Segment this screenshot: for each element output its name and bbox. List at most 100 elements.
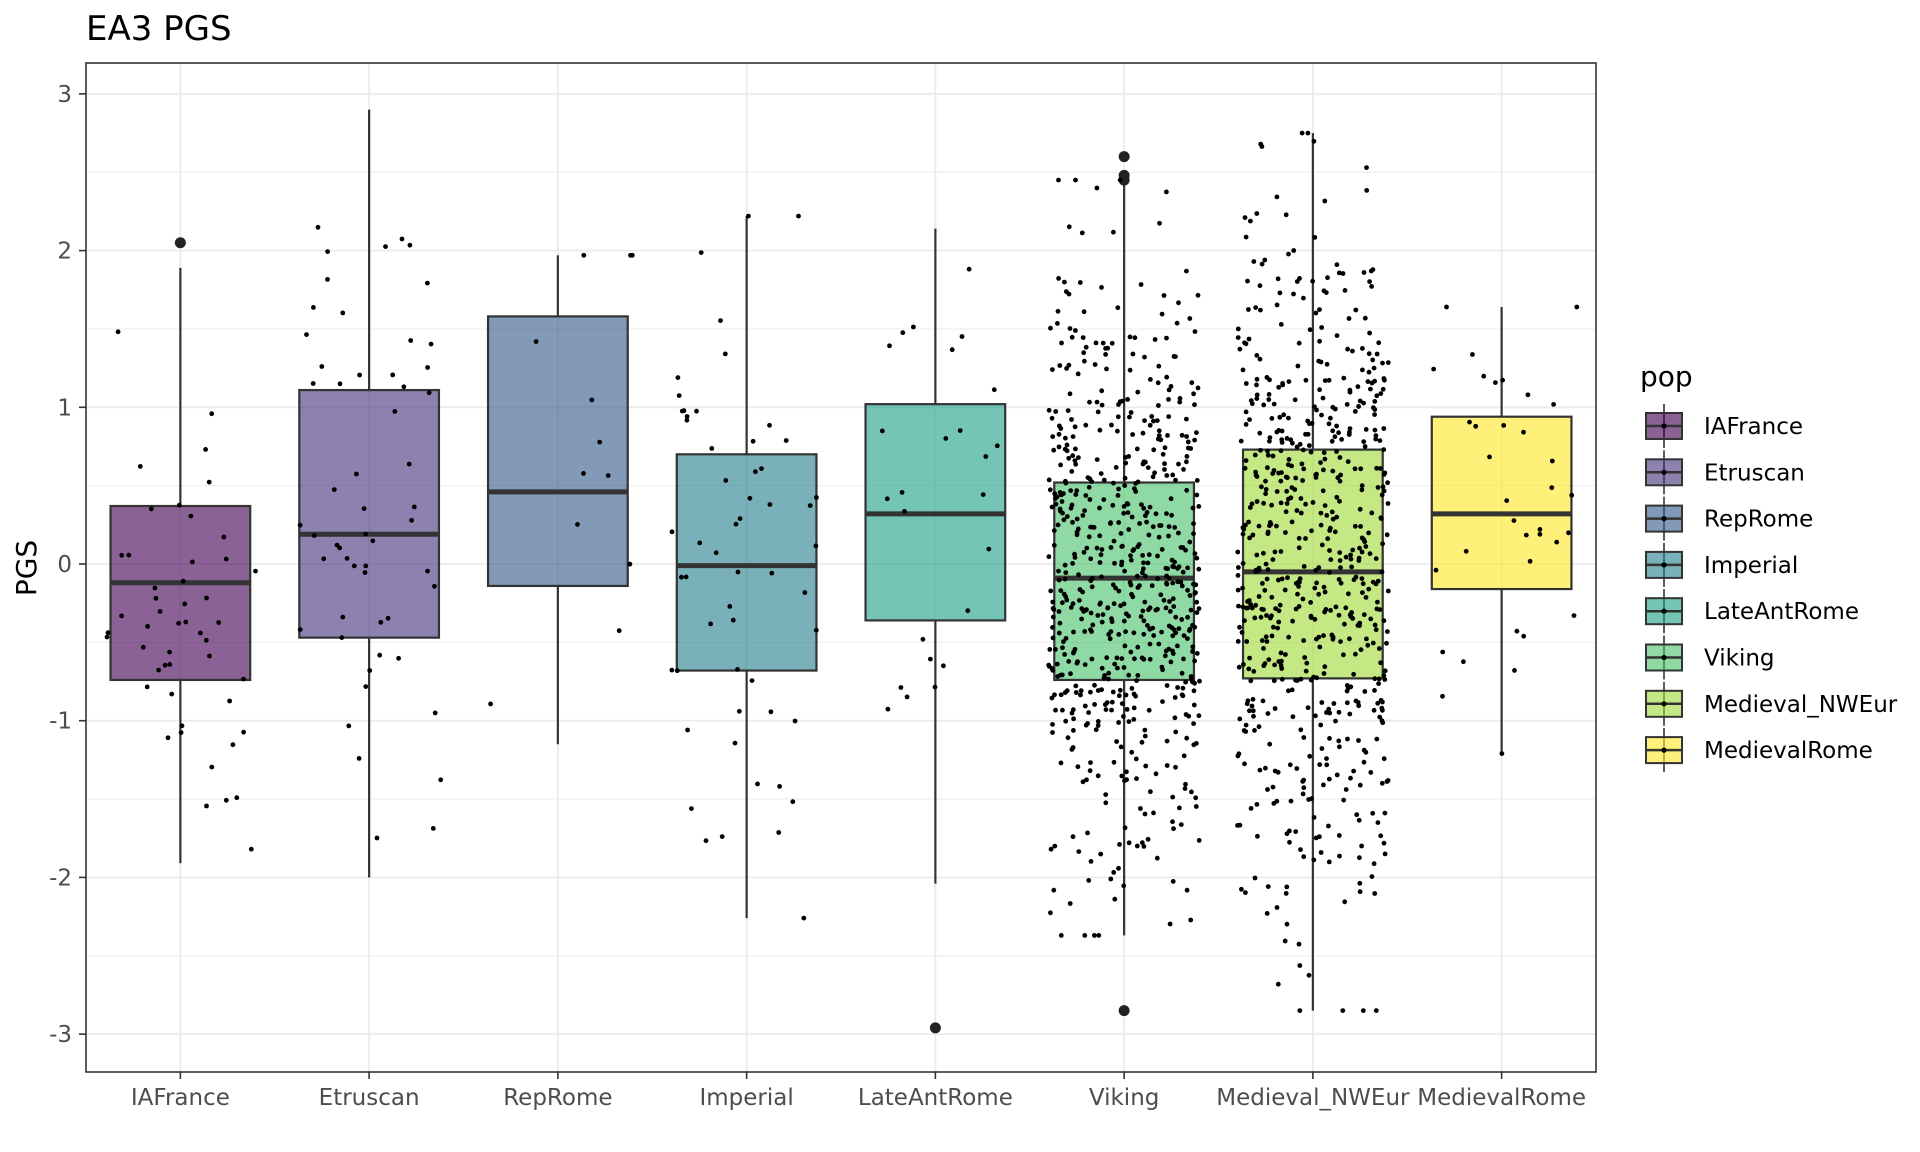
data-point [1098,552,1104,558]
data-point [1179,617,1185,622]
data-point [1194,610,1200,615]
data-point [367,668,373,673]
data-point [1247,505,1253,510]
data-point [1142,354,1147,360]
data-point [1300,779,1306,784]
data-point [1324,762,1330,768]
data-point [1095,719,1101,724]
data-point [1243,381,1249,386]
data-point [1353,307,1359,313]
data-point [1284,921,1290,927]
data-point [1165,433,1170,438]
data-point [1322,589,1328,595]
data-point [1350,616,1356,621]
data-point [1115,428,1120,434]
data-point [1156,428,1162,434]
data-point [980,492,986,497]
data-point [1317,338,1322,344]
data-point [1334,514,1340,520]
data-point [1240,531,1246,537]
data-point [1141,631,1147,637]
data-point [1118,603,1123,609]
data-point [1272,706,1278,711]
data-point [1060,645,1065,651]
data-point [1088,556,1094,562]
data-point [1280,382,1286,388]
data-point [1322,503,1328,508]
data-point [1183,781,1188,787]
data-point [1175,579,1181,585]
data-point [1380,707,1385,713]
data-point [1053,501,1059,507]
data-point [1356,703,1362,709]
data-point [1360,1008,1366,1013]
data-point [1270,784,1276,790]
data-point [1123,629,1128,635]
data-point [1286,251,1291,257]
data-point [1147,422,1153,428]
y-tick-label: 3 [57,82,72,108]
data-point [1317,834,1322,840]
data-point [1106,670,1112,676]
data-point [1248,218,1253,224]
data-point [1176,626,1182,631]
data-point [1371,365,1377,371]
data-point [1062,652,1067,657]
data-point [1256,724,1262,730]
data-point [1099,402,1105,408]
legend-label: Etruscan [1704,460,1805,486]
data-point [1255,833,1260,839]
data-point [1366,351,1372,357]
data-point [1264,911,1270,916]
data-point [1103,352,1108,357]
data-point [966,266,972,272]
data-point [1185,636,1190,641]
data-point [1110,502,1116,508]
data-point [1236,664,1242,670]
data-point [1088,760,1093,765]
data-point [315,224,321,230]
data-point [1311,138,1317,144]
data-point [1276,608,1282,614]
data-point [1129,514,1135,520]
data-point [1253,472,1259,478]
data-point [1461,659,1466,665]
data-point [1318,850,1324,855]
data-point [1164,374,1170,380]
data-point [1093,727,1099,733]
data-point [1328,525,1333,531]
data-point [1050,614,1056,620]
data-point [1112,560,1117,566]
data-point [1336,577,1342,582]
data-point [1196,713,1202,719]
data-point [1376,340,1382,346]
data-point [1139,840,1145,846]
data-point [1081,309,1087,315]
data-point [1380,360,1385,366]
data-point [1344,402,1350,407]
data-point [1126,719,1132,724]
x-tick-label: Viking [1089,1085,1160,1111]
data-point [363,563,369,569]
data-point [1351,577,1357,583]
data-point [1116,632,1122,637]
data-point [1054,494,1060,500]
data-point [1323,290,1329,295]
y-tick-label: -3 [49,1022,72,1048]
data-point [1329,509,1335,515]
data-point [1341,375,1347,381]
data-point [1046,477,1052,483]
data-point [1153,511,1159,517]
data-point [1286,634,1291,640]
data-point [1261,646,1266,651]
data-point [1058,933,1064,938]
data-point [1084,545,1090,551]
data-point [1299,461,1305,467]
data-point [1180,569,1186,575]
data-point [1177,399,1183,405]
data-point [1337,455,1343,460]
data-point [1440,693,1445,699]
data-point [1381,426,1387,431]
data-point [1164,511,1169,516]
data-point [1195,292,1201,298]
